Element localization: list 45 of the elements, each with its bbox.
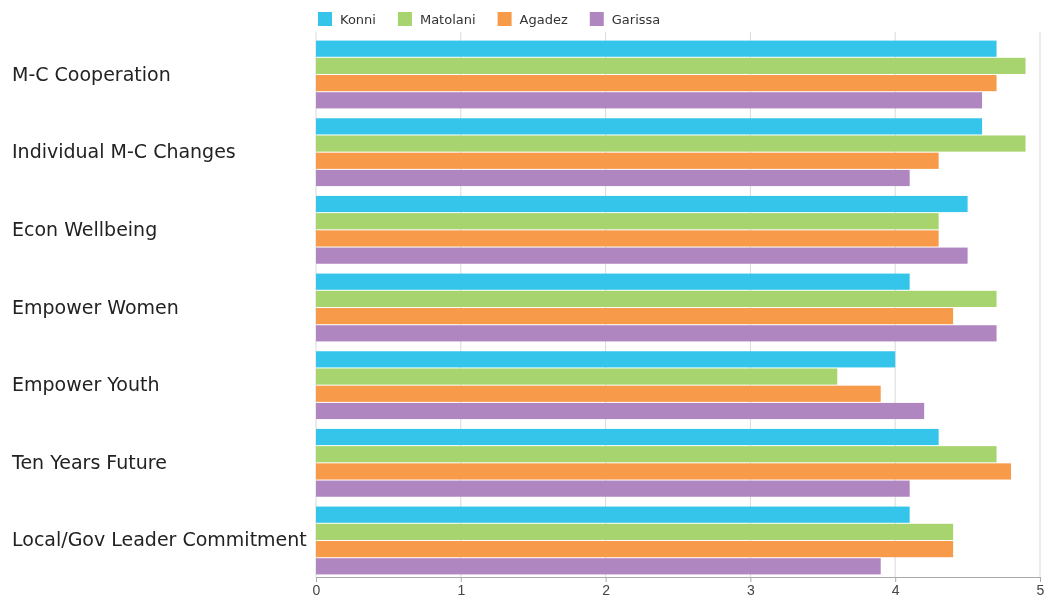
bar [316,351,896,368]
legend-label: Matolani [419,12,476,27]
bar [316,523,954,540]
y-tick-label: Econ Wellbeing [12,217,158,240]
bar [316,290,997,307]
bar [316,152,939,169]
bar [316,195,968,213]
bar [316,368,838,385]
x-tick-label: 5 [1036,581,1045,598]
x-tick-label: 0 [312,581,321,598]
y-tick-label: Empower Youth [12,373,160,396]
y-tick-label: Individual M-C Changes [12,140,236,163]
y-tick-label: Empower Women [12,295,179,318]
y-tick-label: Local/Gov Leader Commitment [12,528,307,551]
bar [316,135,1026,152]
bar [316,230,939,247]
x-tick-label: 1 [457,581,466,598]
legend-label: Agadez [519,12,568,27]
bar [316,325,997,342]
bar [316,402,925,420]
legend-label: Konni [340,12,376,27]
bar [316,169,910,187]
bar [316,558,881,575]
bar [316,308,954,325]
bar [316,247,968,264]
y-tick-label: Ten Years Future [11,450,167,473]
bar [316,446,997,463]
legend-label: Garissa [611,12,661,27]
bar [316,213,939,230]
bar [316,506,910,523]
x-tick-label: 3 [747,581,755,598]
bar [316,92,983,109]
bar [316,463,1012,480]
bar [316,385,881,402]
x-tick-label: 4 [891,581,900,598]
bar [316,428,939,446]
bar [316,118,983,135]
bar [316,75,997,92]
bar [316,57,1026,74]
y-tick-label: M-C Cooperation [12,62,171,85]
bar [316,480,910,497]
bar [316,273,910,290]
x-tick-label: 2 [602,581,611,598]
bar [316,541,954,558]
bar [316,40,997,57]
